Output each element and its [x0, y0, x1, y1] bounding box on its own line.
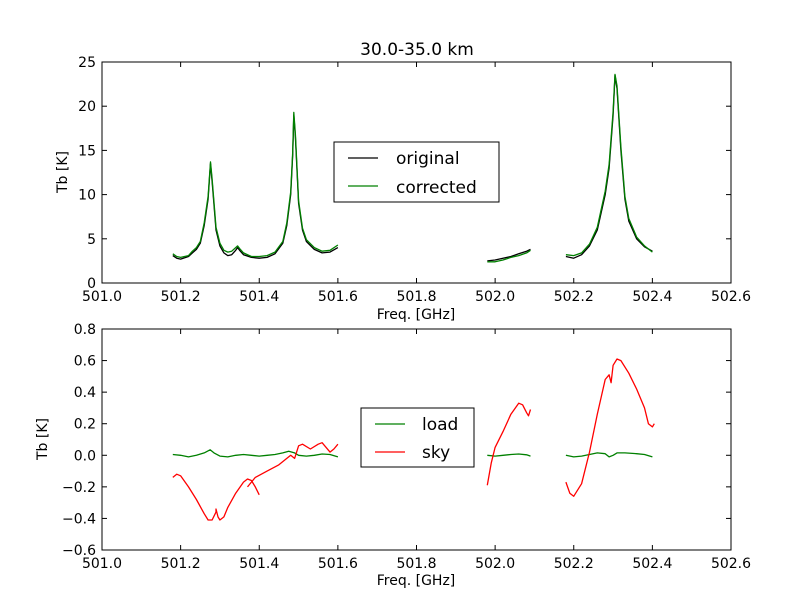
x-tick-label: 502.0 — [475, 556, 515, 572]
x-tick-label: 501.6 — [318, 556, 358, 572]
y-tick-label: 0 — [87, 276, 96, 292]
x-tick-label: 502.0 — [475, 289, 515, 305]
x-tick-label: 501.8 — [396, 289, 436, 305]
series-line-sky — [172, 473, 260, 521]
legend-label-original: original — [396, 149, 460, 169]
chart-title: 30.0-35.0 km — [360, 40, 474, 60]
legend-box — [360, 407, 475, 468]
x-tick-label: 501.2 — [161, 556, 201, 572]
series-lines — [172, 73, 653, 263]
y-axis-label: Tb [K] — [55, 151, 71, 194]
legend-label-sky: sky — [422, 443, 450, 463]
series-line-original — [487, 248, 531, 262]
y-tick-label: 25 — [78, 55, 96, 71]
series-line-corrected — [565, 73, 653, 257]
series-line-load — [565, 452, 653, 458]
x-tick-label: 502.6 — [711, 556, 751, 572]
x-axis-label: Freq. [GHz] — [377, 307, 456, 323]
x-tick-label: 501.6 — [318, 289, 358, 305]
x-tick-label: 502.4 — [632, 556, 672, 572]
legend-box — [333, 141, 500, 203]
y-tick-label: 0.4 — [74, 385, 96, 401]
y-tick-label: 5 — [87, 232, 96, 248]
axis-ticks: 501.0 501.2 501.4 501.6 501.8 502.0 502.2 502.4… — [78, 55, 751, 305]
x-tick-label: 502.6 — [711, 289, 751, 305]
y-tick-label: 0.2 — [74, 417, 96, 433]
y-tick-label: −0.2 — [62, 480, 96, 496]
y-tick-label: −0.4 — [62, 511, 96, 527]
y-tick-label: 0.6 — [74, 354, 96, 370]
legend: original corrected — [333, 141, 500, 203]
x-tick-label: 501.8 — [396, 556, 436, 572]
top-chart: 30.0-35.0 km 501.0 501.2 501.4 501.6 501.8 50… — [55, 40, 751, 323]
x-tick-label: 501.0 — [82, 556, 122, 572]
series-line-load — [172, 449, 339, 458]
y-tick-label: 0.0 — [74, 448, 96, 464]
legend-label-corrected: corrected — [396, 178, 477, 198]
series-line-sky — [246, 442, 339, 488]
series-line-sky — [486, 402, 532, 486]
x-tick-label: 501.2 — [161, 289, 201, 305]
x-tick-label: 501.0 — [82, 289, 122, 305]
x-axis-label: Freq. [GHz] — [377, 573, 456, 589]
axis-ticks: 501.0 501.2 501.4 501.6 501.8 502.0 502.2 502.4… — [62, 322, 751, 572]
y-tick-label: 0.8 — [74, 322, 96, 338]
series-line-sky — [565, 358, 655, 497]
bottom-chart: 501.0 501.2 501.4 501.6 501.8 502.0 502.2 502.4… — [35, 322, 751, 589]
legend: load sky — [360, 407, 475, 468]
series-lines — [172, 358, 655, 521]
y-tick-label: 10 — [78, 188, 96, 204]
y-axis-label: Tb [K] — [35, 418, 51, 461]
series-line-corrected — [172, 111, 339, 259]
series-line-load — [487, 453, 531, 457]
legend-label-load: load — [422, 415, 458, 435]
y-tick-label: −0.6 — [62, 543, 96, 559]
x-tick-label: 502.2 — [554, 289, 594, 305]
x-tick-label: 501.4 — [239, 289, 279, 305]
y-tick-label: 20 — [78, 99, 96, 115]
series-line-corrected — [487, 249, 531, 263]
x-tick-label: 501.4 — [239, 556, 279, 572]
y-tick-label: 15 — [78, 143, 96, 159]
x-tick-label: 502.2 — [554, 556, 594, 572]
x-tick-label: 502.4 — [632, 289, 672, 305]
